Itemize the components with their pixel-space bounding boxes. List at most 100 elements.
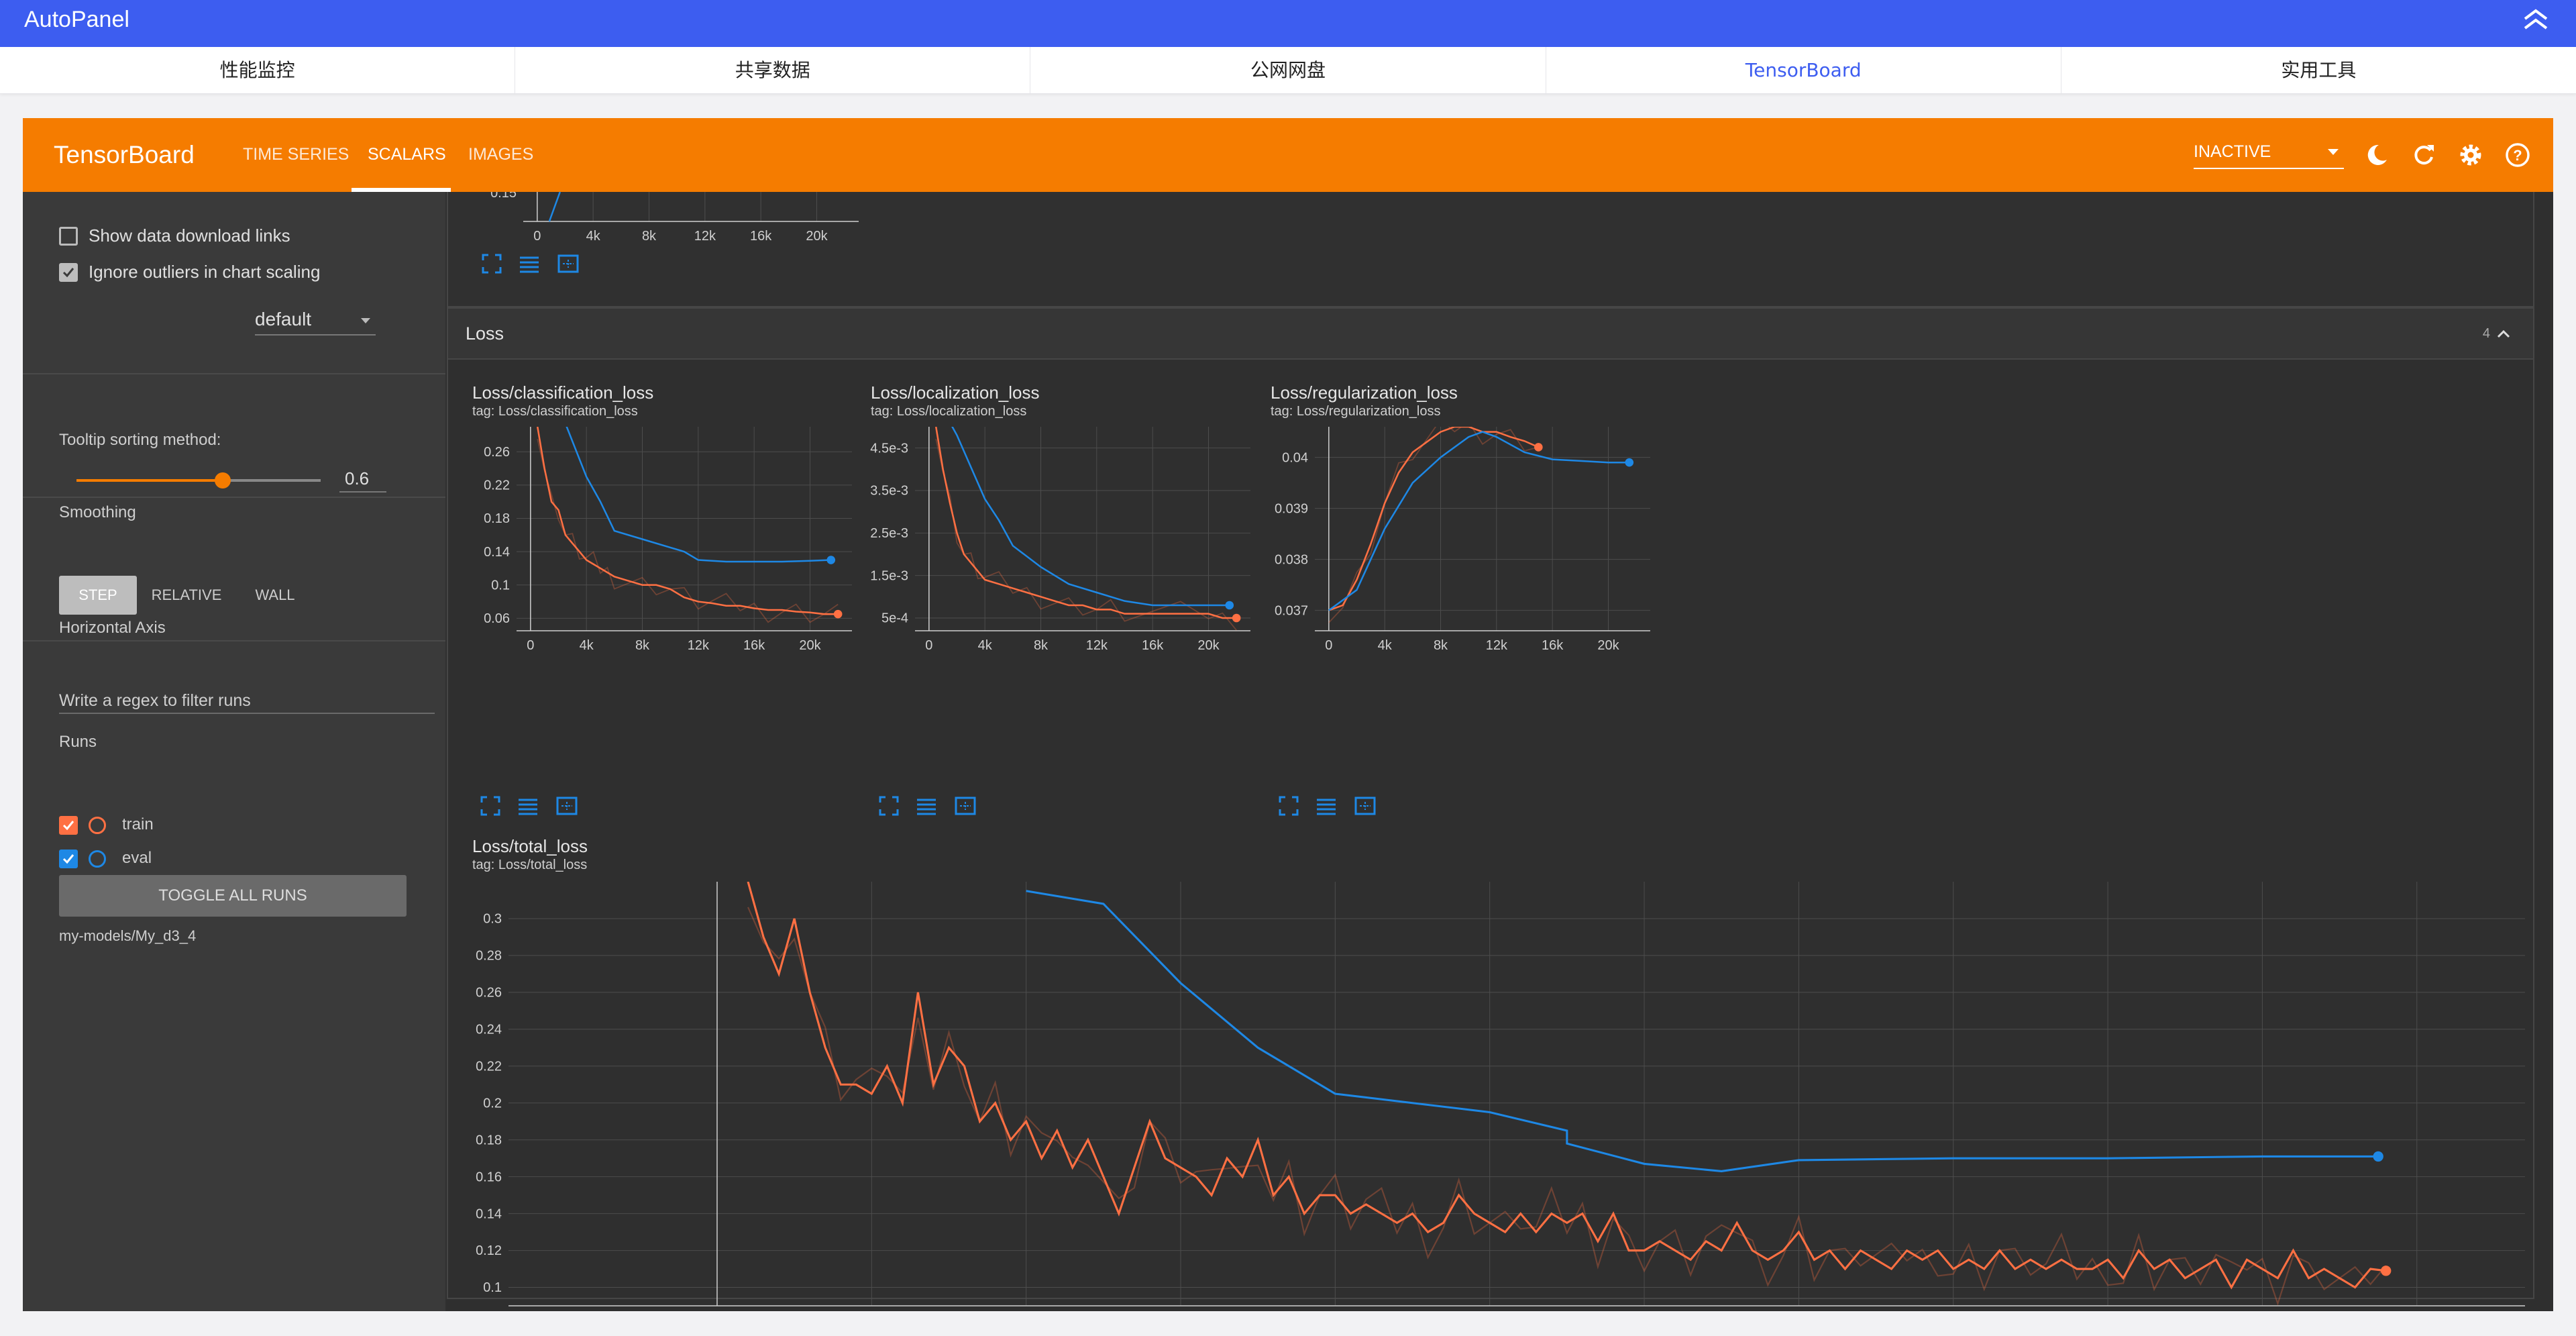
tab-time-series[interactable]: TIME SERIES bbox=[243, 145, 350, 164]
tab-images[interactable]: IMAGES bbox=[468, 145, 534, 164]
show-download-links-checkbox[interactable] bbox=[59, 227, 78, 246]
settings-sidebar: Show data download links Ignore outliers… bbox=[23, 192, 445, 1311]
y-tick-label: 0.22 bbox=[484, 478, 510, 493]
x-tick-label: 16k bbox=[1142, 638, 1164, 653]
series-line-eval bbox=[1026, 890, 2379, 1172]
loss-section-body: Loss/classification_loss tag: Loss/class… bbox=[447, 360, 2534, 1306]
y-tick-label: 0.1 bbox=[483, 1280, 502, 1295]
chart-regularization-loss[interactable]: 0 4k 8k 12k 16k 20k 0.04 0.039 0.038 0.037 bbox=[1260, 423, 1656, 664]
fit-domain-icon[interactable] bbox=[555, 794, 578, 817]
inactive-select-label: INACTIVE bbox=[2194, 142, 2271, 161]
y-tick-label: 0.28 bbox=[476, 949, 502, 964]
fit-domain-icon[interactable] bbox=[557, 252, 580, 275]
tooltip-sort-select[interactable]: default bbox=[255, 309, 376, 336]
x-tick-label: 12k bbox=[688, 638, 710, 653]
toggle-log-scale-icon[interactable] bbox=[1315, 794, 1338, 817]
x-tick-label: 12k bbox=[1486, 638, 1508, 653]
series-raw-eval bbox=[566, 427, 831, 562]
fullscreen-icon[interactable] bbox=[877, 794, 900, 817]
partial-chart: 0 4k 8k 12k 16k 20k 0.15 bbox=[490, 192, 859, 244]
nav-tab-shared-data[interactable]: 共享数据 bbox=[515, 47, 1031, 93]
series-group bbox=[1328, 427, 1629, 623]
chart-total-loss[interactable]: 0 2k 4k 6k 8k 10k 12k 14k 16k 18k 20k 22k0.30.280.2… bbox=[455, 876, 2534, 1311]
runs-label: Runs bbox=[59, 733, 97, 751]
fit-domain-icon[interactable] bbox=[1354, 794, 1377, 817]
x-tick-label: 8k bbox=[1034, 638, 1049, 653]
run-train-label: train bbox=[122, 815, 154, 833]
run-eval-checkbox[interactable] bbox=[59, 850, 78, 868]
reload-icon[interactable] bbox=[2408, 140, 2439, 170]
select-caret-icon bbox=[361, 318, 370, 323]
inactive-plugins-select[interactable]: INACTIVE bbox=[2194, 142, 2344, 169]
x-tick-label: 8k bbox=[642, 229, 657, 244]
y-tick-label: 0.22 bbox=[476, 1059, 502, 1074]
y-tick-label: 0.039 bbox=[1275, 501, 1308, 516]
chevron-up-icon[interactable] bbox=[2494, 325, 2513, 344]
x-tick-label: 20k bbox=[1597, 638, 1619, 653]
y-tick-label: 5e-4 bbox=[881, 611, 908, 626]
fullscreen-icon[interactable] bbox=[480, 252, 503, 275]
select-caret-icon bbox=[2328, 149, 2339, 155]
axis-relative-button[interactable]: RELATIVE bbox=[151, 586, 222, 603]
toggle-all-runs-button[interactable]: TOGGLE ALL RUNS bbox=[59, 875, 407, 917]
tab-scalars[interactable]: SCALARS bbox=[368, 145, 446, 164]
run-eval-color-swatch[interactable] bbox=[89, 850, 106, 868]
series-last-point-train bbox=[1232, 613, 1241, 623]
y-tick-label: 3.5e-3 bbox=[870, 484, 908, 499]
fullscreen-icon[interactable] bbox=[479, 794, 502, 817]
series-line-eval bbox=[1328, 431, 1629, 611]
x-tick-label: 12k bbox=[1086, 638, 1108, 653]
chart-localization-loss[interactable]: 0 4k 8k 12k 16k 20k 4.5e-3 3.5e-3 2.5e-3 1.5e-3 5e… bbox=[860, 423, 1256, 664]
series-raw-eval bbox=[1026, 890, 2379, 1172]
axis-step-button[interactable]: STEP bbox=[59, 576, 137, 615]
chart-tag-total: tag: Loss/total_loss bbox=[472, 858, 588, 872]
svg-text:?: ? bbox=[2513, 147, 2522, 164]
checkmark-icon bbox=[62, 268, 74, 278]
divider bbox=[23, 373, 445, 374]
x-tick-label: 16k bbox=[750, 229, 772, 244]
series-last-point-eval bbox=[1625, 458, 1634, 467]
nav-tab-performance[interactable]: 性能监控 bbox=[0, 47, 516, 93]
loss-section-header[interactable]: Loss 4 bbox=[447, 307, 2534, 360]
x-tick-label: 8k bbox=[1434, 638, 1448, 653]
nav-tab-public-drive[interactable]: 公网网盘 bbox=[1030, 47, 1546, 93]
toggle-log-scale-icon[interactable] bbox=[517, 794, 539, 817]
toggle-log-scale-icon[interactable] bbox=[915, 794, 938, 817]
fit-domain-icon[interactable] bbox=[954, 794, 977, 817]
toggle-log-scale-icon[interactable] bbox=[518, 252, 541, 275]
runs-path: my-models/My_d3_4 bbox=[59, 927, 197, 944]
dark-mode-moon-icon[interactable] bbox=[2361, 140, 2392, 170]
x-tick-label: 12k bbox=[694, 229, 716, 244]
y-tick-label: 0.14 bbox=[484, 545, 510, 560]
y-tick-label: 0.04 bbox=[1282, 450, 1308, 465]
chart-classification-loss[interactable]: 0 4k 8k 12k 16k 20k 0.26 0.22 0.18 0.14 0.1 0.06 bbox=[462, 423, 857, 664]
series-line-train bbox=[747, 882, 2386, 1290]
y-tick-label: 0.24 bbox=[476, 1022, 502, 1037]
tooltip-sort-value: default bbox=[255, 309, 312, 329]
chart-tag-classification: tag: Loss/classification_loss bbox=[472, 404, 638, 419]
runs-filter-input[interactable]: Write a regex to filter runs bbox=[59, 684, 435, 714]
fullscreen-icon[interactable] bbox=[1277, 794, 1300, 817]
y-tick-label: 0.1 bbox=[491, 578, 510, 593]
x-tick-label: 20k bbox=[799, 638, 821, 653]
nav-tab-utilities[interactable]: 实用工具 bbox=[2281, 59, 2357, 81]
x-tick-label: 0 bbox=[527, 638, 534, 653]
nav-tab-tensorboard[interactable]: TensorBoard bbox=[1546, 47, 2061, 93]
settings-gear-icon[interactable] bbox=[2455, 140, 2486, 170]
run-train-checkbox[interactable] bbox=[59, 816, 78, 835]
y-tick-label: 0.038 bbox=[1275, 552, 1308, 567]
ignore-outliers-checkbox[interactable] bbox=[59, 263, 78, 282]
series-raw-train bbox=[747, 907, 2387, 1306]
help-icon[interactable]: ? bbox=[2502, 140, 2533, 170]
smoothing-slider-thumb[interactable] bbox=[215, 472, 231, 489]
x-tick-label: 16k bbox=[743, 638, 765, 653]
y-tick-label: 0.12 bbox=[476, 1243, 502, 1258]
axis-wall-button[interactable]: WALL bbox=[255, 586, 295, 603]
chart-title-total: Loss/total_loss bbox=[472, 836, 588, 856]
smoothing-value-input[interactable]: 0.6 bbox=[339, 468, 386, 493]
run-train-color-swatch[interactable] bbox=[89, 817, 106, 834]
tensorboard-brand: TensorBoard bbox=[54, 141, 195, 168]
collapse-chevrons-icon[interactable] bbox=[2520, 3, 2552, 40]
x-tick-label: 8k bbox=[635, 638, 650, 653]
y-tick-label: 0.2 bbox=[483, 1096, 502, 1111]
